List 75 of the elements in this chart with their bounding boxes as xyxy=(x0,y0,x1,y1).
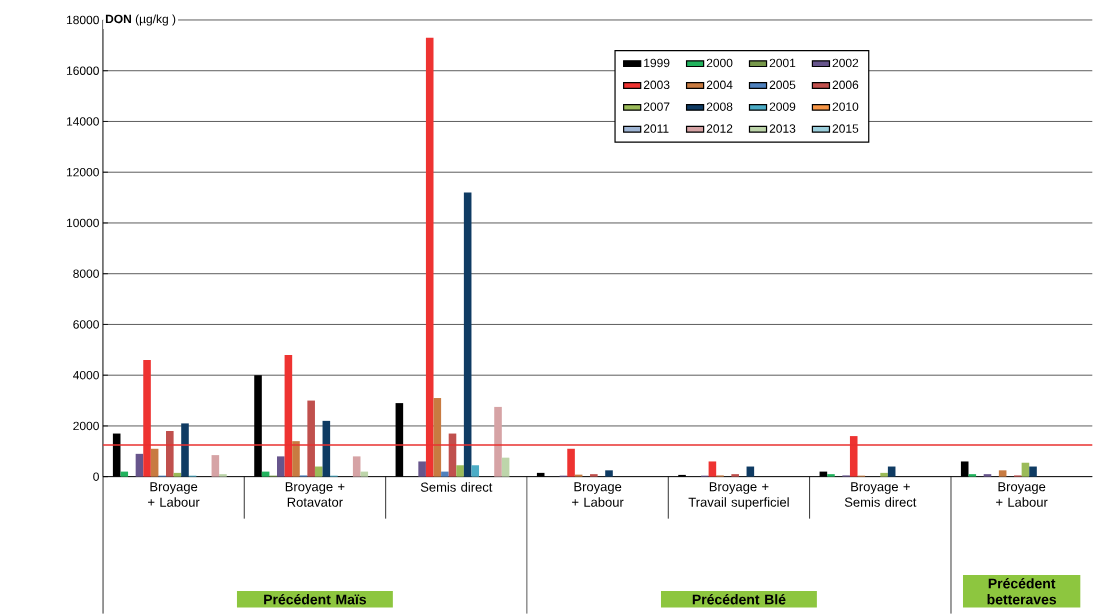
bar xyxy=(494,406,502,477)
bar xyxy=(173,472,182,477)
bar xyxy=(135,453,144,477)
y-tick-label: 8000 xyxy=(73,269,99,278)
bar xyxy=(887,466,896,477)
bar xyxy=(418,461,426,477)
x-tick-label: Semis direct xyxy=(420,482,493,492)
legend-label: 2001 xyxy=(769,58,796,68)
bar xyxy=(731,474,739,477)
y-tick-label: 16000 xyxy=(66,66,99,75)
x-tick-label: Broyage + Rotavator xyxy=(285,482,345,507)
y-tick-label: 14000 xyxy=(66,117,99,126)
bar xyxy=(211,455,220,477)
y-tick-label: 2000 xyxy=(73,421,99,431)
bar xyxy=(998,470,1007,477)
legend-label: 2013 xyxy=(769,124,796,133)
legend-label: 2012 xyxy=(706,124,733,133)
x-tick-label: Broyage + Labour xyxy=(148,482,200,507)
legend-label: 2009 xyxy=(769,102,796,111)
bar xyxy=(605,470,613,477)
legend-label: 2015 xyxy=(832,124,859,133)
y-axis-title: DON (µg/kg ) xyxy=(105,14,176,26)
bar xyxy=(352,456,361,477)
bar xyxy=(219,474,227,477)
bar xyxy=(463,192,472,477)
bar xyxy=(968,474,977,477)
x-tick-label: Broyage + Labour xyxy=(996,482,1048,507)
legend-label: 2007 xyxy=(643,102,670,111)
bar xyxy=(983,474,992,477)
bar xyxy=(590,474,598,477)
bar xyxy=(292,441,300,477)
bar xyxy=(150,448,159,477)
legend-label: 2008 xyxy=(706,102,733,111)
legend-label: 2004 xyxy=(706,80,733,90)
bar xyxy=(120,471,129,477)
bar xyxy=(277,456,285,477)
bar xyxy=(307,400,315,477)
bar xyxy=(261,471,270,477)
legend-label: 2011 xyxy=(643,124,669,133)
bar xyxy=(708,461,717,477)
legend-label: 1999 xyxy=(644,58,670,68)
bar xyxy=(166,430,174,477)
legend-label: 2000 xyxy=(706,58,733,68)
bar xyxy=(827,474,835,477)
bar xyxy=(433,397,442,477)
bar xyxy=(746,466,755,477)
text: Précédent Blé xyxy=(692,593,786,605)
text: Précédent betteraves xyxy=(987,577,1057,605)
bar xyxy=(1029,466,1037,477)
y-tick-label: 18000 xyxy=(66,15,99,25)
bar xyxy=(501,457,510,477)
x-tick-label: Broyage + Travail superficiel xyxy=(688,482,789,510)
legend-label: 2005 xyxy=(769,80,796,90)
bar xyxy=(880,472,888,477)
y-tick-label: 10000 xyxy=(66,218,99,228)
legend-label: 2002 xyxy=(832,58,859,68)
legend-label: 2003 xyxy=(643,80,670,90)
text: Précédent Maïs xyxy=(264,593,367,605)
legend-label: 2006 xyxy=(832,80,859,90)
legend-label: 2010 xyxy=(832,102,859,111)
bar xyxy=(314,466,323,477)
bar xyxy=(181,423,189,477)
bar xyxy=(360,471,369,477)
bar xyxy=(1021,462,1030,477)
bar xyxy=(471,465,480,477)
bar xyxy=(441,471,449,477)
y-tick-label: 12000 xyxy=(66,167,99,177)
x-tick-label: Broyage + Labour xyxy=(572,482,624,507)
y-tick-label: 6000 xyxy=(73,320,99,329)
bar xyxy=(456,465,464,477)
x-tick-label: Broyage + Semis direct xyxy=(844,482,917,507)
y-tick-label: 4000 xyxy=(73,370,99,380)
bar xyxy=(567,448,575,477)
y-tick-label: 0 xyxy=(93,472,99,481)
bar xyxy=(574,474,583,477)
